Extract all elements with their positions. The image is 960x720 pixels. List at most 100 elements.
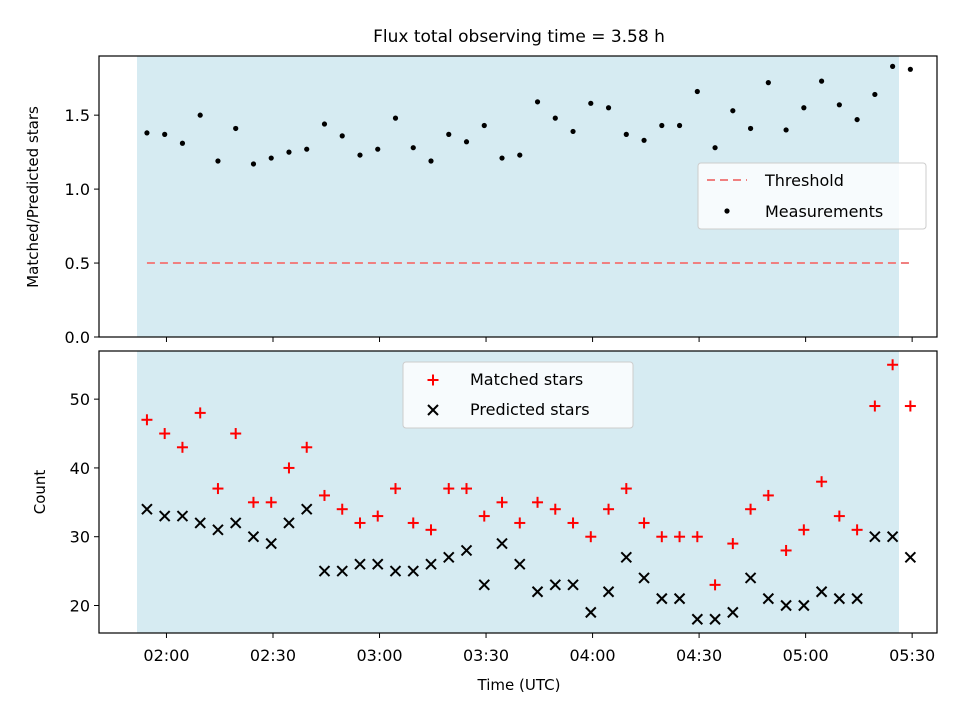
x-marker-b <box>301 503 313 515</box>
bottom-y-axis-label: Count <box>31 470 49 515</box>
measurement-point <box>534 99 541 105</box>
measurement-point <box>641 137 647 143</box>
x-marker-b <box>514 558 526 570</box>
measurement-point <box>659 122 665 129</box>
y-tick-label: 50 <box>70 390 90 409</box>
matched-stars-point <box>247 496 259 508</box>
matched-stars-point <box>780 544 792 556</box>
measurement-point <box>694 88 700 95</box>
predicted-stars-point <box>673 592 686 605</box>
matched-stars-point <box>159 428 171 440</box>
measurement-point <box>179 140 186 146</box>
predicted-stars-point <box>620 551 633 564</box>
predicted-stars-point <box>727 606 739 619</box>
legend-predicted-label: Predicted stars <box>470 400 590 419</box>
top-x-ticks <box>165 337 913 342</box>
measurement-point <box>765 80 771 86</box>
x-marker-b <box>336 565 348 577</box>
matched-stars-point <box>230 428 242 440</box>
predicted-stars-point <box>407 565 419 577</box>
x-tick-label: 05:00 <box>783 646 829 665</box>
y-tick-label: 40 <box>70 459 90 478</box>
legend-threshold-label: Threshold <box>764 171 844 190</box>
predicted-stars-point <box>194 517 206 529</box>
predicted-stars-point <box>567 579 579 591</box>
predicted-stars-point <box>389 565 402 577</box>
measurement-point <box>605 105 612 111</box>
x-marker-b <box>407 565 419 577</box>
x-marker-b <box>389 565 402 577</box>
legend-matched-marker <box>427 374 439 386</box>
measurement-point <box>552 115 558 121</box>
predicted-stars-point <box>833 592 846 605</box>
x-marker-b <box>158 510 171 522</box>
matched-stars-point <box>354 517 366 529</box>
matched-stars-point <box>567 517 579 529</box>
matched-stars-point <box>461 483 473 495</box>
measurement-point <box>197 112 203 118</box>
x-marker-b <box>620 551 633 564</box>
matched-stars-point <box>407 517 419 529</box>
matched-stars-point <box>532 496 544 508</box>
matched-stars-point <box>869 400 881 412</box>
predicted-stars-point <box>212 524 224 536</box>
predicted-stars-point <box>691 613 704 625</box>
predicted-stars-point <box>656 592 668 605</box>
matched-stars-point <box>816 476 828 488</box>
predicted-stars-point <box>744 572 757 584</box>
matched-stars-points <box>141 359 916 591</box>
x-tick-label: 04:30 <box>676 646 722 665</box>
top-axes-frame <box>98 55 938 338</box>
measurement-point <box>339 133 345 139</box>
x-marker-b <box>780 599 792 612</box>
measurement-point <box>570 128 576 135</box>
legend-predicted-swatch <box>427 404 439 416</box>
measurement-point <box>304 146 310 152</box>
matched-stars-point <box>141 414 153 426</box>
x-axis-label: Time (UTC) <box>477 676 561 694</box>
x-marker-b <box>549 579 561 591</box>
predicted-stars-point <box>354 558 366 570</box>
measurement-point <box>428 158 434 164</box>
matched-stars-point <box>478 510 490 522</box>
measurement-point <box>162 131 168 137</box>
chart-title: Flux total observing time = 3.58 h <box>373 27 665 47</box>
matched-stars-point <box>709 579 721 591</box>
predicted-stars-point <box>869 531 881 543</box>
predicted-stars-point <box>638 572 650 584</box>
x-marker-b <box>673 592 686 605</box>
x-marker-b <box>567 579 579 591</box>
bottom-legend-box <box>402 361 634 429</box>
measurement-point <box>783 127 789 133</box>
x-marker-b <box>460 544 473 557</box>
x-marker-b <box>727 606 739 619</box>
x-marker-b <box>230 517 242 529</box>
matched-stars-point <box>283 462 295 474</box>
legend-matched-label: Matched stars <box>470 370 583 389</box>
matched-stars-point <box>372 510 384 522</box>
predicted-stars-point <box>230 517 242 529</box>
predicted-stars-point <box>780 599 792 612</box>
x-tick-label: 04:00 <box>570 646 616 665</box>
matched-stars-point <box>301 441 313 453</box>
x-marker-b <box>851 592 863 605</box>
predicted-stars-point <box>585 606 597 619</box>
predicted-stars-point <box>176 510 189 522</box>
top-panel: 0.0 0.5 1.0 1.5 Matched/Predicted stars Thr… <box>24 55 938 347</box>
measurement-point <box>481 122 487 129</box>
measurement-point <box>588 100 594 106</box>
x-marker-b <box>585 606 597 619</box>
x-marker-b <box>427 404 439 416</box>
x-marker-b <box>496 537 508 550</box>
x-marker-b <box>354 558 366 570</box>
matched-stars-point <box>336 503 348 515</box>
predicted-stars-point <box>425 558 437 570</box>
predicted-stars-point <box>247 531 260 543</box>
x-marker-b <box>212 524 224 536</box>
measurement-point <box>144 130 150 136</box>
y-tick-label: 1.5 <box>65 106 90 125</box>
x-marker-b <box>443 551 455 564</box>
measurement-point <box>357 152 363 158</box>
measurement-point <box>321 121 328 127</box>
predicted-stars-point <box>531 586 544 598</box>
